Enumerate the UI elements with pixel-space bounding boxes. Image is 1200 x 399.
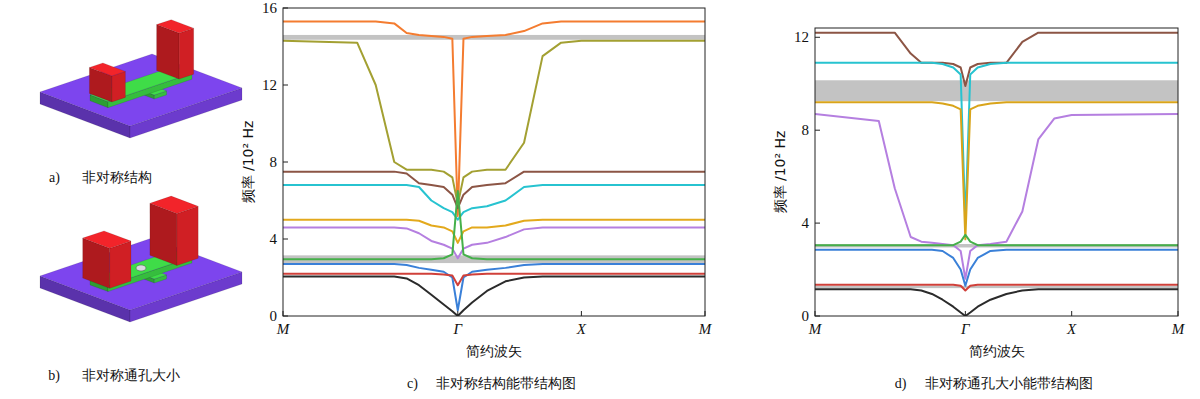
band-curve [283,277,705,316]
x-tick-label: Γ [960,321,971,337]
mass-left-top [83,231,131,248]
mass-left-top [89,63,125,76]
y-tick [283,239,288,240]
x-tick-label: M [1171,321,1186,337]
band-curve [815,235,1178,245]
band-curve [283,21,705,215]
mass-right-front [179,28,194,79]
band-curve [283,185,705,220]
mass-right-top [157,20,194,33]
mass-left-front [112,71,126,102]
band-curve [283,227,705,258]
x-tick [815,311,816,316]
y-tick [283,316,288,317]
x-tick-label: M [808,321,823,337]
x-tick [581,311,582,316]
mass-left-front [110,241,131,288]
plot-area [283,21,705,316]
y-tick [815,37,820,38]
band-curve [815,33,1178,86]
x-tick-label: X [1066,321,1077,337]
unit-cell-model [40,196,242,322]
x-tick [965,311,966,316]
y-tick-label: 16 [262,0,278,16]
x-tick [1178,311,1179,316]
x-tick-label: M [276,321,291,337]
unit-cell-model [40,20,242,138]
y-tick [283,162,288,163]
through-hole [136,265,146,271]
y-tick [283,85,288,86]
plate-top [40,54,242,126]
x-axis-title: 简约波矢 [466,343,522,359]
y-tick [283,8,288,9]
y-tick-label: 8 [270,154,278,170]
band-curve [283,220,705,243]
x-tick [1071,311,1072,316]
band-curve [283,172,705,209]
x-tick-label: X [576,321,587,337]
plot-area [815,33,1178,316]
figure: a)非对称结构b)非对称通孔大小0481216MΓXM简约波矢频率 /10² H… [0,0,1200,399]
band-curve [815,63,1178,223]
band-curve [815,289,1178,316]
panel-letter: c) [407,376,418,392]
x-tick [457,311,458,316]
y-tick [815,316,820,317]
band-curve [815,102,1178,239]
mass-right-side [157,25,180,80]
x-tick [283,311,284,316]
y-tick [815,223,820,224]
plot-frame [283,8,705,316]
plate-top [40,238,242,310]
x-axis-title: 简约波矢 [969,343,1025,359]
panel-caption: 非对称通孔大小能带结构图 [925,375,1093,391]
y-axis-title: 频率 /10² Hz [240,121,256,204]
panel-letter: b) [48,368,60,384]
mass-right-front [177,206,198,265]
plot-frame [815,28,1178,316]
panel-caption: 非对称结构能带结构图 [436,375,576,391]
band-chart: 0481216MΓXM简约波矢频率 /10² Hzc)非对称结构能带结构图 [240,0,713,392]
y-tick-label: 12 [262,77,277,93]
background [0,0,1200,399]
band-gap [815,80,1178,101]
band-curve [283,41,705,205]
y-tick-label: 4 [802,215,810,231]
band-gap [815,286,1178,288]
mass-right-side [150,203,177,265]
panel-caption: 非对称结构 [82,169,152,185]
band-curve [283,274,705,286]
y-tick-label: 4 [270,231,278,247]
x-tick-label: M [698,321,713,337]
mass-right-top [150,196,198,213]
y-tick-label: 8 [802,122,810,138]
panel-caption: 非对称通孔大小 [82,367,180,383]
y-axis-title: 频率 /10² Hz [772,131,788,214]
band-curve [283,191,705,259]
band-curve [815,250,1178,286]
band-chart: 04812MΓXM简约波矢频率 /10² Hzd)非对称通孔大小能带结构图 [772,28,1186,392]
y-tick-label: 12 [794,29,809,45]
x-tick [705,311,706,316]
panel-letter: d) [895,376,907,392]
band-curve [815,114,1178,279]
panel-letter: a) [49,170,60,186]
y-tick [815,130,820,131]
x-tick-label: Γ [453,321,464,337]
